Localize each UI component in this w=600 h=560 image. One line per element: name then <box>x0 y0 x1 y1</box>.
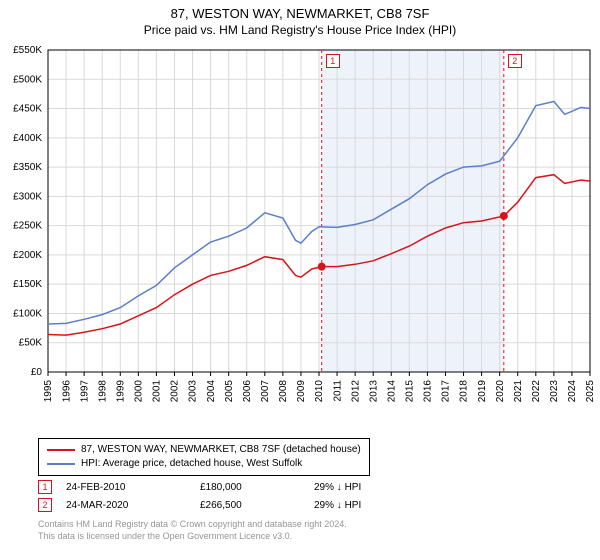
marker-diff: 29% ↓ HPI <box>314 500 361 511</box>
svg-text:2020: 2020 <box>495 380 506 403</box>
svg-text:2001: 2001 <box>152 380 163 403</box>
svg-text:2017: 2017 <box>441 380 452 403</box>
svg-text:2015: 2015 <box>405 380 416 403</box>
svg-text:£450K: £450K <box>13 104 42 115</box>
svg-text:2024: 2024 <box>567 380 578 403</box>
sale-markers-table: 1 24-FEB-2010 £180,000 29% ↓ HPI 2 24-MA… <box>38 478 361 514</box>
svg-text:£50K: £50K <box>19 338 43 349</box>
marker-date: 24-FEB-2010 <box>56 482 196 493</box>
svg-text:2023: 2023 <box>549 380 560 403</box>
svg-text:2006: 2006 <box>242 380 253 403</box>
legend-item: 87, WESTON WAY, NEWMARKET, CB8 7SF (deta… <box>47 443 361 457</box>
marker-badge-icon: 2 <box>38 498 52 512</box>
marker-price: £180,000 <box>200 482 310 493</box>
svg-text:2019: 2019 <box>477 380 488 403</box>
marker-price: £266,500 <box>200 500 310 511</box>
svg-text:2003: 2003 <box>188 380 199 403</box>
svg-text:2004: 2004 <box>206 380 217 403</box>
svg-text:1996: 1996 <box>61 380 72 403</box>
legend-item: HPI: Average price, detached house, West… <box>47 457 361 471</box>
svg-text:£500K: £500K <box>13 74 42 85</box>
svg-text:2013: 2013 <box>368 380 379 403</box>
svg-text:2008: 2008 <box>278 380 289 403</box>
svg-text:2012: 2012 <box>350 380 361 403</box>
svg-text:£100K: £100K <box>13 308 42 319</box>
sale-marker-row: 2 24-MAR-2020 £266,500 29% ↓ HPI <box>38 496 361 514</box>
legend-label: HPI: Average price, detached house, West… <box>81 457 302 471</box>
svg-text:2009: 2009 <box>296 380 307 403</box>
svg-text:2002: 2002 <box>170 380 181 403</box>
svg-text:2018: 2018 <box>459 380 470 403</box>
svg-text:2025: 2025 <box>585 380 596 403</box>
svg-text:£150K: £150K <box>13 279 42 290</box>
footer-attribution: Contains HM Land Registry data © Crown c… <box>38 518 347 542</box>
sale-marker-row: 1 24-FEB-2010 £180,000 29% ↓ HPI <box>38 478 361 496</box>
chart-plot: £0 £50K £100K £150K £200K £250K £300K £350K £400… <box>0 42 600 432</box>
marker-diff: 29% ↓ HPI <box>314 482 361 493</box>
chart-marker-badge-icon: 1 <box>326 54 340 68</box>
chart-title: 87, WESTON WAY, NEWMARKET, CB8 7SF <box>0 0 600 21</box>
svg-text:2007: 2007 <box>260 380 271 403</box>
svg-text:£200K: £200K <box>13 250 42 261</box>
svg-text:£400K: £400K <box>13 133 42 144</box>
chart-container: 87, WESTON WAY, NEWMARKET, CB8 7SF Price… <box>0 0 600 560</box>
svg-text:£550K: £550K <box>13 45 42 56</box>
svg-text:2005: 2005 <box>224 380 235 403</box>
svg-text:2014: 2014 <box>386 380 397 403</box>
chart-subtitle: Price paid vs. HM Land Registry's House … <box>0 21 600 37</box>
legend-label: 87, WESTON WAY, NEWMARKET, CB8 7SF (deta… <box>81 443 361 457</box>
svg-text:2000: 2000 <box>134 380 145 403</box>
svg-text:1998: 1998 <box>97 380 108 403</box>
svg-text:£300K: £300K <box>13 191 42 202</box>
marker-badge-icon: 1 <box>38 480 52 494</box>
svg-text:1995: 1995 <box>43 380 54 403</box>
svg-text:2011: 2011 <box>332 380 343 402</box>
svg-text:2016: 2016 <box>423 380 434 403</box>
svg-text:£0: £0 <box>31 367 43 378</box>
legend: 87, WESTON WAY, NEWMARKET, CB8 7SF (deta… <box>38 438 370 476</box>
svg-text:2022: 2022 <box>531 380 542 403</box>
footer-line: This data is licensed under the Open Gov… <box>38 530 347 542</box>
chart-marker-badge-icon: 2 <box>508 54 522 68</box>
legend-swatch <box>47 463 75 465</box>
svg-text:1997: 1997 <box>79 380 90 403</box>
svg-text:£250K: £250K <box>13 221 42 232</box>
footer-line: Contains HM Land Registry data © Crown c… <box>38 518 347 530</box>
svg-text:1999: 1999 <box>115 380 126 403</box>
legend-swatch <box>47 449 75 451</box>
svg-text:£350K: £350K <box>13 162 42 173</box>
svg-text:2021: 2021 <box>513 380 524 403</box>
svg-text:2010: 2010 <box>314 380 325 403</box>
marker-date: 24-MAR-2020 <box>56 500 196 511</box>
